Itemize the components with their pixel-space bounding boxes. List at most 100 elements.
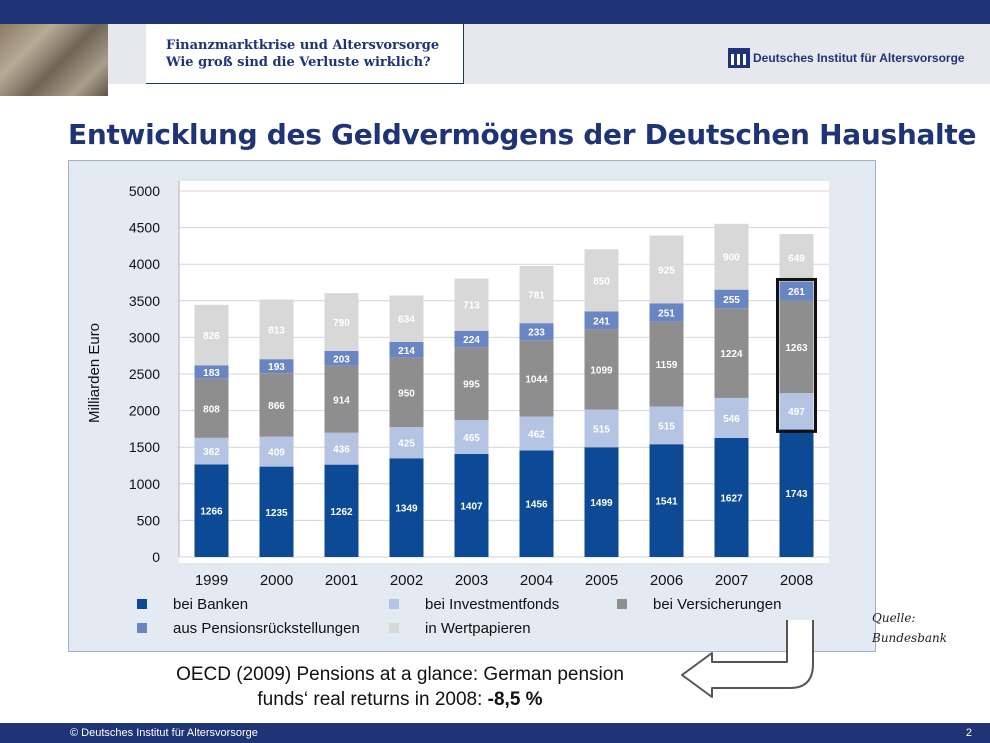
bar-segment	[194, 365, 229, 379]
data-label: 1262	[330, 507, 353, 518]
bar-segment	[519, 323, 554, 341]
data-label: 425	[398, 439, 415, 450]
x-tick-label: 2005	[585, 572, 618, 589]
footer: © Deutsches Institut für Altersvorsorge …	[0, 723, 990, 743]
data-label: 1044	[525, 374, 548, 385]
bar-segment	[389, 341, 424, 358]
bar-segment	[649, 321, 684, 407]
data-label: 409	[268, 448, 285, 459]
data-label: 713	[463, 301, 480, 312]
y-tick-label: 4000	[129, 256, 160, 272]
data-label: 233	[528, 328, 545, 339]
data-label: 203	[333, 354, 350, 365]
x-tick-label: 2004	[520, 572, 553, 589]
data-label: 1456	[525, 500, 548, 511]
stacked-bar-chart: 1266 362 808 183 826 1235 409 866 193 813 1262 436 9…	[86, 181, 829, 637]
bar-segment	[584, 311, 619, 330]
data-label: 515	[658, 421, 675, 432]
x-tick-label: 2001	[325, 572, 358, 589]
x-tick-label: 2003	[455, 572, 488, 589]
data-label: 1743	[785, 489, 808, 500]
data-label: 214	[398, 346, 415, 357]
y-tick-label: 1500	[129, 439, 160, 455]
oecd-note-line2: funds‘ real returns in 2008: -8,5 %	[120, 687, 680, 712]
institute-logo: Deutsches Institut für Altersvorsorge	[728, 48, 965, 68]
legend-swatch	[617, 599, 627, 609]
header-title-line1: Finanzmarktkrise und Altersvorsorge	[166, 38, 440, 53]
oecd-note-line2-text: funds‘ real returns in 2008:	[257, 689, 488, 710]
bar-segment	[519, 450, 554, 557]
bar-segment	[389, 295, 424, 342]
bar-segment	[324, 350, 359, 366]
bar-segment	[194, 437, 229, 465]
data-label: 261	[788, 287, 805, 298]
data-label: 515	[593, 424, 610, 435]
header-title-line2: Wie groß sind die Verluste wirklich?	[166, 55, 431, 70]
header-title-box: Finanzmarktkrise und Altersvorsorge Wie …	[146, 24, 464, 84]
institute-logo-icon	[728, 48, 750, 68]
source-name: Bundesbank	[872, 631, 948, 645]
bar-segment	[584, 249, 619, 312]
y-tick-label: 3000	[129, 329, 160, 345]
legend-swatch	[137, 599, 147, 609]
bar-segment	[714, 308, 749, 398]
bar-segment	[649, 406, 684, 445]
bar-segment	[779, 393, 814, 430]
data-label: 1159	[656, 360, 678, 371]
page-title: Entwicklung des Geldvermögens der Deutsc…	[68, 118, 977, 151]
oecd-note: OECD (2009) Pensions at a glance: German…	[120, 662, 680, 712]
data-label: 866	[268, 401, 285, 412]
bar-segment	[454, 347, 489, 420]
chart-frame: 1266 362 808 183 826 1235 409 866 193 813 1262 436 9…	[68, 160, 876, 652]
bar-segment	[649, 444, 684, 557]
bar-segment	[714, 289, 749, 309]
bar-segment	[389, 357, 424, 428]
bar-segment	[454, 278, 489, 331]
data-label: 781	[528, 291, 545, 302]
top-bar	[0, 0, 990, 24]
x-tick-label: 2000	[260, 572, 293, 589]
data-label: 808	[203, 404, 220, 415]
legend-label: bei Versicherungen	[653, 596, 781, 613]
data-label: 251	[658, 308, 675, 319]
bar-segment	[194, 304, 229, 366]
callout-arrow	[681, 620, 814, 698]
data-label: 850	[593, 276, 610, 287]
x-tick-label: 2002	[390, 572, 423, 589]
data-label: 241	[593, 316, 610, 327]
legend-label: bei Banken	[173, 596, 248, 613]
data-label: 1627	[720, 493, 743, 504]
data-label: 900	[723, 253, 740, 264]
data-label: 649	[788, 254, 805, 265]
bar-segment	[779, 281, 814, 301]
page-number: 2	[965, 727, 972, 739]
bar-segment	[519, 265, 554, 324]
legend-swatch	[137, 623, 147, 633]
oecd-note-line1: OECD (2009) Pensions at a glance: German…	[176, 664, 624, 685]
bar-segment	[454, 419, 489, 455]
bar-segment	[714, 397, 749, 438]
data-label: 914	[333, 395, 350, 406]
data-label: 1407	[460, 502, 483, 513]
data-label: 1224	[720, 349, 743, 360]
data-label: 436	[333, 445, 350, 456]
legend-label: aus Pensionsrückstellungen	[173, 620, 360, 637]
footer-copyright: © Deutsches Institut für Altersvorsorge	[70, 727, 258, 739]
data-label: 362	[203, 447, 220, 458]
bar-segment	[194, 378, 229, 438]
data-label: 634	[398, 315, 415, 326]
data-label: 497	[788, 407, 805, 418]
data-label: 193	[268, 362, 285, 373]
data-label: 925	[658, 265, 675, 276]
bar-segment	[259, 466, 294, 557]
bar-segment	[324, 432, 359, 465]
data-label: 462	[528, 430, 545, 441]
bar-segment	[779, 233, 814, 282]
data-label: 465	[463, 433, 480, 444]
x-tick-label: 2007	[715, 572, 748, 589]
source-label: Quelle:	[872, 611, 916, 625]
bar-segment	[584, 409, 619, 448]
bar-segment	[714, 437, 749, 557]
y-tick-label: 500	[137, 512, 161, 528]
bar-segment	[324, 464, 359, 557]
